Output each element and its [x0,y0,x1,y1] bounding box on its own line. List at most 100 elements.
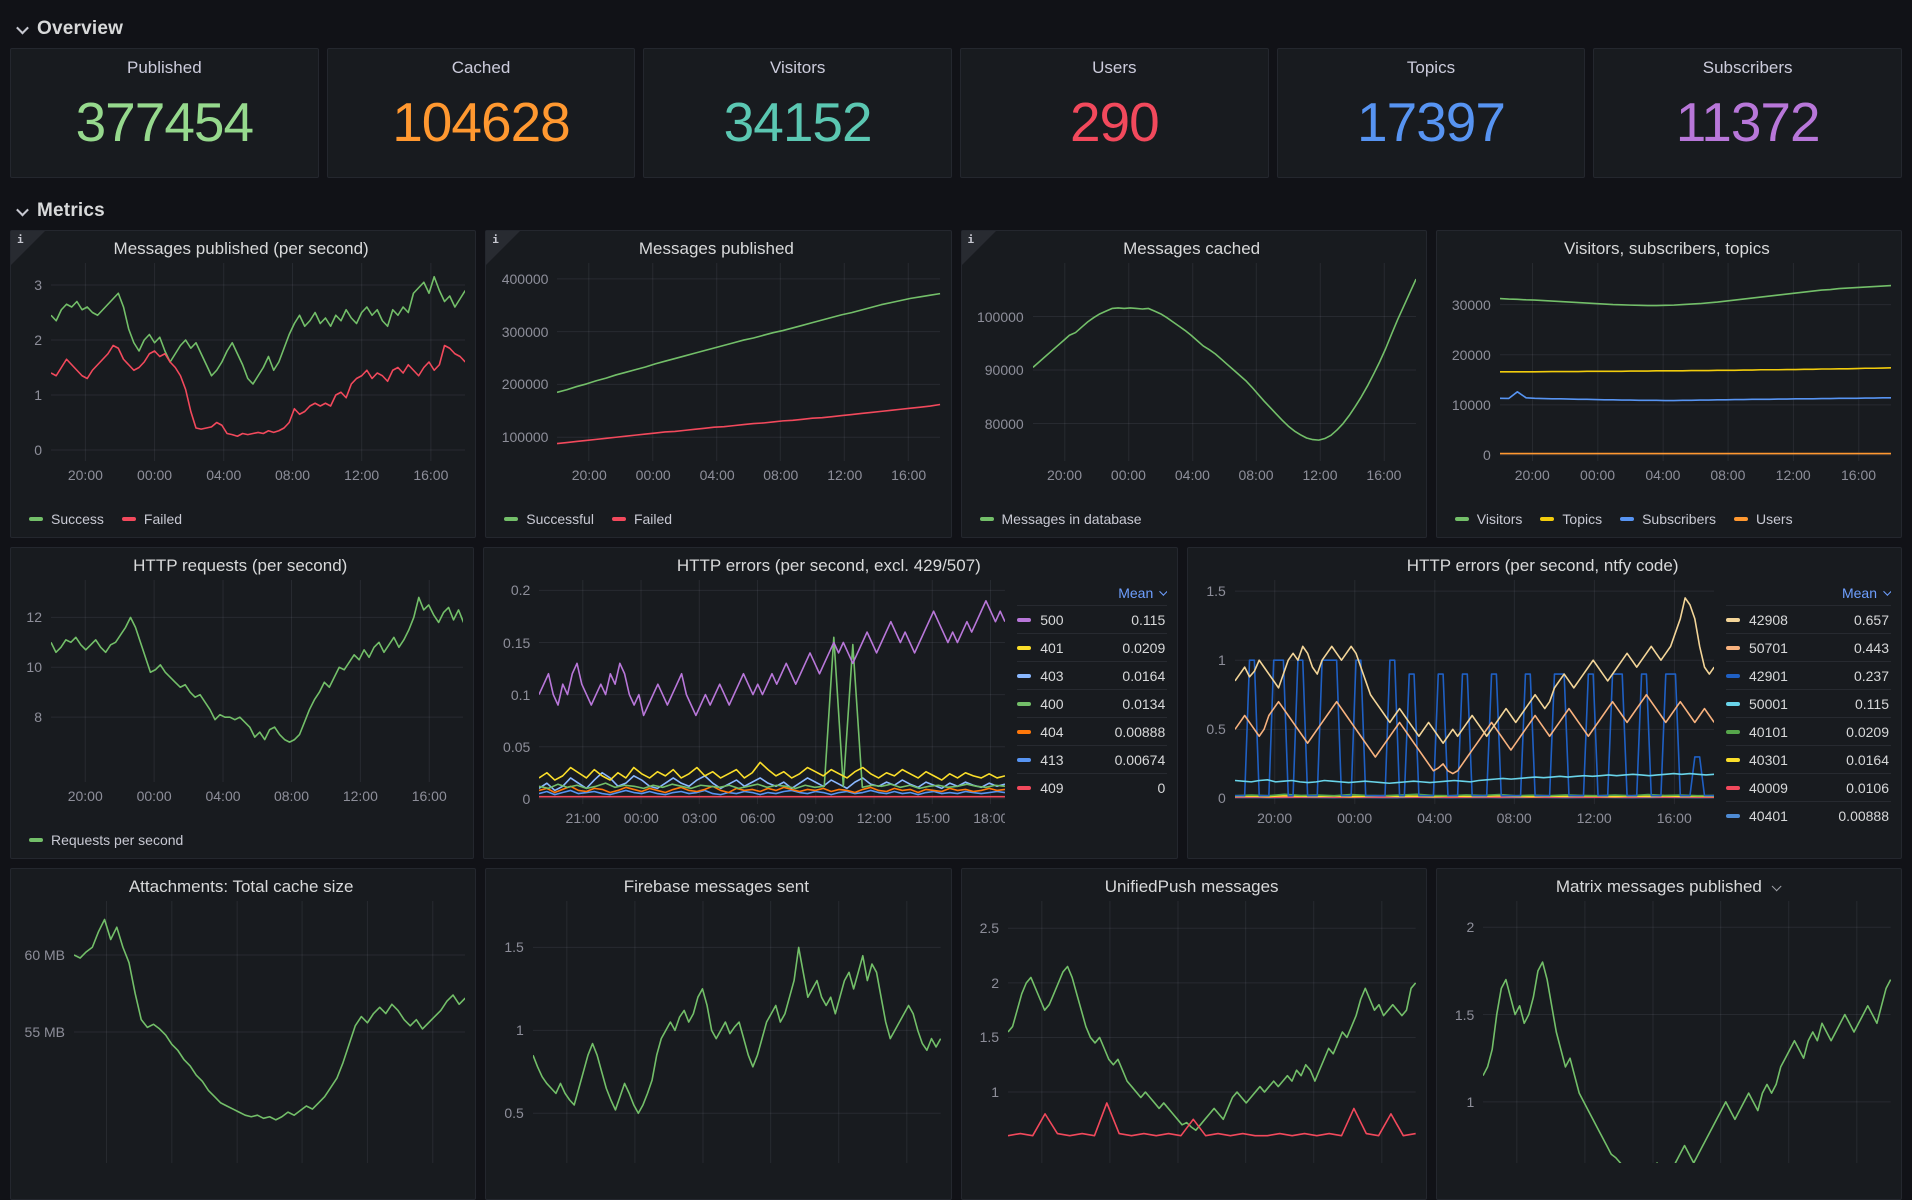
panel-title[interactable]: HTTP requests (per second) [17,554,463,580]
panel-title[interactable]: UnifiedPush messages [968,875,1416,901]
legend-label[interactable]: 40009 [1749,779,1788,796]
legend-sort-header[interactable]: Mean [1017,580,1168,605]
chart-plot[interactable] [1008,901,1416,1163]
legend-label[interactable]: 409 [1040,779,1064,796]
panel-title-text: Visitors, subscribers, topics [1564,239,1770,258]
chart-plot[interactable] [51,580,463,782]
legend-label[interactable]: 50701 [1749,639,1788,656]
legend-item[interactable]: Failed [611,511,672,527]
chart-row-1: i Messages published (per second) 3 2 1 0 20:0… [10,230,1902,538]
chart-plot[interactable] [557,263,940,461]
legend-label[interactable]: 50001 [1749,695,1788,712]
y-tick-label: 1 [1466,1093,1475,1110]
legend-sort-header[interactable]: Mean [1726,580,1891,605]
panel-title[interactable]: Visitors, subscribers, topics [1443,237,1891,263]
legend-label[interactable]: 40101 [1749,723,1788,740]
panel-title[interactable]: HTTP errors (per second, ntfy code) [1194,554,1891,580]
panel-title[interactable]: Messages published (per second) [17,237,465,263]
section-header-metrics[interactable]: Metrics [10,192,1902,230]
panel-title[interactable]: Messages cached [968,237,1416,263]
legend-swatch [1017,785,1032,790]
x-tick-label: 08:00 [1710,467,1746,483]
chart-plot[interactable] [533,901,941,1163]
legend-swatch [1540,517,1555,521]
legend-label[interactable]: 413 [1040,751,1064,768]
legend-swatch [1017,729,1032,734]
legend-item[interactable]: Users [1734,511,1793,527]
stat-title: Topics [1406,58,1456,77]
x-tick-label: 04:00 [699,467,735,483]
legend-label[interactable]: 40401 [1749,807,1788,824]
chart-plot[interactable] [539,580,1005,804]
chart-plot[interactable] [1483,901,1891,1163]
panel-title[interactable]: HTTP errors (per second, excl. 429/507) [490,554,1167,580]
chart-plot[interactable] [1500,263,1891,461]
y-axis: 400000 300000 200000 100000 [492,263,557,461]
legend-item[interactable]: Failed [121,511,182,527]
chevron-down-icon [1159,586,1168,596]
legend-item[interactable]: Success [29,511,104,527]
x-tick-label: 18:00 [973,810,1006,826]
legend-item[interactable]: Requests per second [29,832,183,848]
panel-title[interactable]: Matrix messages published [1443,875,1891,901]
legend-label[interactable]: 404 [1040,723,1064,740]
legend-label[interactable]: 401 [1040,639,1064,656]
legend-value: 0.0164 [1846,751,1889,768]
legend-item[interactable]: Visitors [1454,511,1523,527]
legend-swatch [1726,673,1740,678]
chart-plot[interactable] [74,901,465,1163]
legend-item[interactable]: Messages in database [979,511,1142,527]
x-tick-label: 03:00 [682,810,718,826]
legend-label[interactable]: 403 [1040,667,1064,684]
legend-label: Visitors [1476,511,1523,527]
panel-title[interactable]: Firebase messages sent [492,875,940,901]
x-tick-label: 08:00 [273,788,309,804]
panel-body: 3 2 1 0 20:00 00:00 04:00 08:00 12:00 16:00 [17,263,465,505]
legend-swatch [1017,645,1032,650]
y-tick-label: 0 [1482,446,1491,463]
legend: Successful Failed [492,505,940,533]
legend-label[interactable]: 42908 [1749,611,1788,628]
legend-table-row: 404 0.00888 [1017,717,1168,745]
legend: Requests per second [17,826,463,854]
panel-body: 30000 20000 10000 0 20:00 00:00 04:00 08:00 12:0… [1443,263,1891,505]
chart-plot[interactable] [1033,263,1416,461]
section-header-overview[interactable]: Overview [10,10,1902,48]
legend-swatch [504,517,519,521]
info-icon: i [492,233,499,246]
panel-http-errors-ntfy: HTTP errors (per second, ntfy code) 1.5 1 0… [1187,547,1902,859]
legend-label: Success [51,511,104,527]
panel-body: 0.2 0.15 0.1 0.05 0 21:00 00:00 03:00 06:00 09:00… [490,580,1168,854]
legend-value: 0.0106 [1846,779,1889,796]
chart-plot[interactable] [1235,580,1714,804]
x-tick-label: 04:00 [1645,467,1681,483]
legend-item[interactable]: Successful [504,511,594,527]
legend-label[interactable]: 40301 [1749,751,1788,768]
legend-value: 0.00888 [1114,723,1166,740]
legend-item[interactable]: Topics [1540,511,1602,527]
stat-value: 290 [1069,91,1160,153]
x-tick-label: 12:00 [827,467,863,483]
panel-attachments-cache-size: Attachments: Total cache size 60 MB 55 MB [10,868,477,1200]
panel-info-icon[interactable]: i [961,231,996,265]
plot-column: 20:00 00:00 04:00 08:00 12:00 16:00 [51,263,465,505]
legend-swatch [1620,517,1635,521]
y-tick-label: 1.5 [979,1029,1000,1046]
plot-column: 20:00 00:00 04:00 08:00 12:00 16:00 [51,580,463,826]
legend-swatch [1017,673,1032,678]
panel-info-icon[interactable]: i [486,231,521,265]
legend-table-row: 40101 0.0209 [1726,717,1891,745]
chart-plot[interactable] [51,263,465,461]
panel-info-icon[interactable]: i [11,231,45,265]
x-axis: 20:00 00:00 04:00 08:00 12:00 16:00 [1235,804,1714,828]
legend-label[interactable]: 42901 [1749,667,1788,684]
panel-title[interactable]: Messages published [492,237,940,263]
x-tick-label: 20:00 [1257,810,1293,826]
panel-title[interactable]: Attachments: Total cache size [17,875,465,901]
legend-label[interactable]: 400 [1040,695,1064,712]
legend-item[interactable]: Subscribers [1620,511,1716,527]
legend-label[interactable]: 500 [1040,611,1064,628]
x-tick-label: 20:00 [67,788,103,804]
y-tick-label: 80000 [984,415,1024,432]
stat-row: Published 377454 Cached 104628 Visitors 34152… [10,48,1902,178]
